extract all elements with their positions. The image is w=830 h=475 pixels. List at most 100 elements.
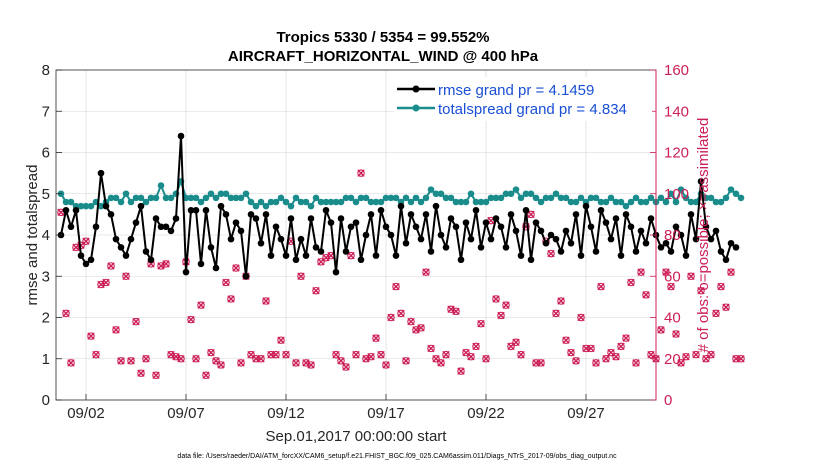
obs-count-marker [277,336,285,344]
right-tick-label: 160 [664,62,689,79]
rmse-point [497,223,505,231]
obs-assimilated-cross [592,359,600,367]
obs-possible-circle [332,350,340,359]
obs-count-marker [342,363,350,371]
obs-possible-circle [527,210,535,219]
obs-possible-circle [452,307,460,316]
rmse-point [602,219,610,226]
obs-possible-circle [567,348,575,357]
obs-assimilated-cross [257,355,265,363]
rmse-point [112,235,120,243]
obs-assimilated-cross [657,326,665,334]
obs-count-marker [437,359,445,367]
obs-possible-circle [127,357,135,365]
obs-count-marker [347,251,355,260]
obs-possible-circle [557,297,565,305]
rmse-point [197,260,205,268]
totalspread-point [232,194,240,202]
rmse-point [82,260,90,268]
obs-count-marker [137,369,145,377]
totalspread-point [302,198,310,206]
obs-possible-circle [472,342,480,351]
obs-assimilated-cross [557,297,565,305]
obs-count-marker [537,359,545,367]
obs-count-marker [117,357,125,365]
rmse-point [87,256,95,264]
totalspread-point [357,194,365,202]
obs-assimilated-cross [262,297,270,305]
totalspread-point [592,194,600,202]
totalspread-point [327,198,335,206]
obs-assimilated-cross [92,350,100,359]
obs-assimilated-cross [237,359,245,367]
totalspread-point [222,190,230,198]
totalspread-point [712,198,720,206]
rmse-point [362,231,370,239]
rmse-point [297,235,305,243]
totalspread-point [537,198,545,206]
obs-possible-circle [152,371,160,379]
totalspread-point [347,194,355,202]
totalspread-point [552,190,560,198]
footer-data-file: data file: /Users/raeder/DAI/ATM_forcXX/… [177,453,617,460]
obs-count-marker [442,350,450,359]
totalspread-point [727,186,735,193]
totalspread-point [567,198,575,206]
totalspread-point [487,194,495,202]
totalspread-point [367,198,375,206]
obs-possible-circle [252,354,260,363]
obs-assimilated-cross [727,268,735,276]
rmse-point [507,211,515,218]
obs-assimilated-cross [382,361,390,369]
obs-possible-circle [592,359,600,367]
rmse-point [517,252,525,259]
obs-count-marker [627,278,635,287]
obs-possible-circle [607,348,615,357]
rmse-point [187,206,195,214]
rmse-point [72,206,80,214]
obs-assimilated-cross [307,361,315,369]
obs-assimilated-cross [282,350,290,359]
obs-possible-circle [387,313,395,322]
totalspread-point [532,194,540,202]
obs-possible-circle [257,354,265,363]
totalspread-point [547,194,555,202]
rmse-point [302,252,310,259]
x-tick-label: 09/17 [367,405,405,422]
totalspread-point [467,190,475,198]
totalspread-point [307,202,315,210]
obs-possible-circle [622,334,630,342]
obs-assimilated-cross [297,272,305,280]
rmse-point [132,219,140,226]
rmse-point [287,215,295,222]
rmse-point [717,248,725,255]
obs-assimilated-cross [712,309,720,318]
rmse-point [257,239,265,247]
obs-possible-circle [202,371,210,379]
rmse-point [312,244,320,251]
obs-count-marker [107,262,115,270]
obs-count-marker [662,268,670,276]
obs-assimilated-cross [492,295,500,303]
obs-count-marker [272,350,280,359]
legend-marker-totalspread [412,104,420,112]
rmse-point [482,219,490,226]
totalspread-point [377,198,385,206]
rmse-point [202,206,210,214]
obs-assimilated-cross [397,309,405,318]
obs-possible-circle [537,359,545,367]
rmse-point [172,215,180,222]
totalspread-point [202,194,210,202]
obs-possible-circle [687,272,695,280]
rmse-point [502,244,510,251]
obs-count-marker [382,361,390,369]
obs-assimilated-cross [567,348,575,357]
obs-possible-circle [397,309,405,318]
obs-assimilated-cross [457,367,465,375]
obs-assimilated-cross [547,249,555,258]
rmse-point [542,239,550,247]
obs-count-marker [62,309,70,318]
rmse-point [207,244,215,251]
obs-count-marker [602,354,610,363]
obs-assimilated-cross [642,291,650,299]
